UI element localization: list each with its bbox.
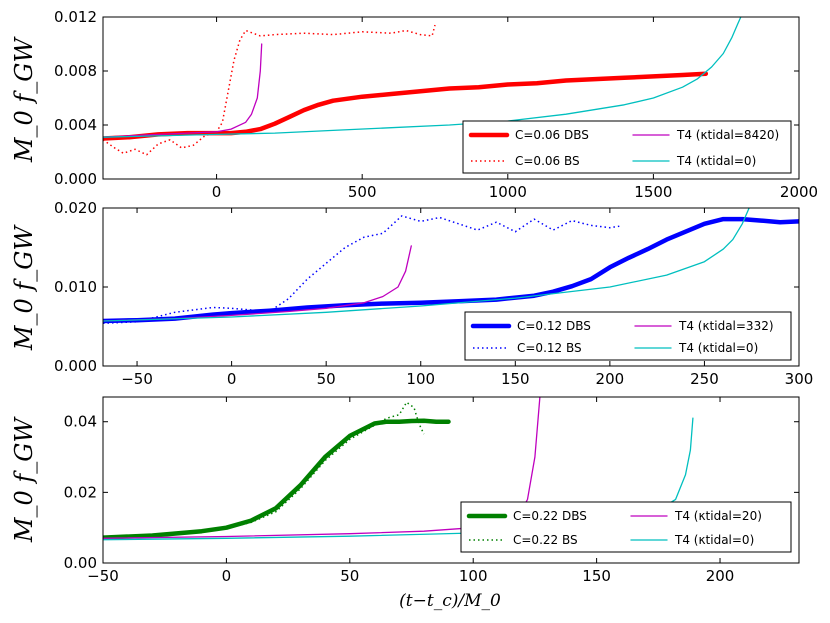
y-tick-label: 0.020 xyxy=(54,199,97,217)
x-tick-label: 500 xyxy=(348,183,377,201)
y-tick-label: 0.010 xyxy=(54,278,97,296)
series-line-t4-tidal-0 xyxy=(103,208,750,322)
y-axis-label-top: M_0 f_GW xyxy=(10,36,38,164)
series-line-c-0-22-dbs xyxy=(103,418,451,540)
legend-label: C=0.06 DBS xyxy=(515,128,589,142)
x-tick-label: 50 xyxy=(317,370,336,388)
y-tick-label: 0.000 xyxy=(54,170,97,188)
series-line-t4-tidal-8420 xyxy=(103,43,263,138)
legend-label: C=0.12 DBS xyxy=(517,319,591,333)
series-line-c-0-12-bs xyxy=(103,215,620,325)
x-tick-label: 250 xyxy=(690,370,719,388)
y-tick-label: 0.04 xyxy=(64,413,97,431)
legend: C=0.22 DBS T4 (κtidal=20) C=0.22 BS T4 (κti… xyxy=(460,501,792,553)
x-tick-label: 200 xyxy=(596,370,625,388)
series-line-c-0-12-dbs xyxy=(103,216,799,324)
panel-top: 0 500 1000 1500 2000 0.000 0.004 0.008 0.012 C=0.… xyxy=(54,8,818,201)
y-tick-label: 0.004 xyxy=(54,116,97,134)
panel-bottom: −50 0 50 100 150 200 0.00 0.02 0.04 C=0.22 DBS T4 … xyxy=(64,396,800,585)
legend-label: C=0.22 BS xyxy=(513,533,578,547)
x-tick-label: 0 xyxy=(222,567,232,585)
x-tick-label: 1500 xyxy=(634,183,672,201)
legend: C=0.06 DBS T4 (κtidal=8420) C=0.06 BS T4 (κ… xyxy=(462,120,792,174)
x-tick-label: 100 xyxy=(459,567,488,585)
y-tick-label: 0.000 xyxy=(54,357,97,375)
series-group xyxy=(103,208,799,325)
legend-label: C=0.22 DBS xyxy=(513,509,587,523)
series-line-t4-tidal-332 xyxy=(103,245,412,322)
x-tick-label: 100 xyxy=(406,370,435,388)
x-tick-label: 150 xyxy=(501,370,530,388)
series-line-c-0-06-bs xyxy=(103,24,436,156)
legend-label: T4 (κtidal=0) xyxy=(674,533,754,547)
x-tick-label: −50 xyxy=(87,567,119,585)
plot-frame xyxy=(102,16,800,180)
legend-label: C=0.06 BS xyxy=(515,154,580,168)
x-tick-label: 1000 xyxy=(489,183,527,201)
y-axis-label-middle: M_0 f_GW xyxy=(10,224,38,352)
series-line-c-0-06-dbs xyxy=(103,71,709,141)
x-tick-label: 50 xyxy=(340,567,359,585)
panel-middle: −50 0 50 100 150 200 250 300 0.000 0.010 0.020 C=0.… xyxy=(54,199,813,388)
legend-label: T4 (κtidal=8420) xyxy=(676,128,779,142)
x-tick-label: 2000 xyxy=(780,183,818,201)
legend-label: T4 (κtidal=0) xyxy=(676,154,756,168)
y-tick-label: 0.012 xyxy=(54,8,97,26)
legend: C=0.12 DBS T4 (κtidal=332) C=0.12 BS T4 (κt… xyxy=(464,311,792,361)
y-tick-label: 0.02 xyxy=(64,483,97,501)
y-tick-label: 0.008 xyxy=(54,62,97,80)
x-tick-label: 0 xyxy=(227,370,237,388)
legend-box xyxy=(462,120,792,174)
x-tick-label: 150 xyxy=(582,567,611,585)
x-tick-label: −50 xyxy=(121,370,153,388)
y-tick-label: 0.00 xyxy=(64,554,97,572)
x-tick-label: 200 xyxy=(706,567,735,585)
legend-label: T4 (κtidal=332) xyxy=(678,319,774,333)
legend-label: C=0.12 BS xyxy=(517,341,582,355)
legend-label: T4 (κtidal=0) xyxy=(678,341,758,355)
legend-box xyxy=(460,501,792,553)
series-group xyxy=(103,17,742,156)
legend-box xyxy=(464,311,792,361)
x-tick-label: 0 xyxy=(212,183,222,201)
series-line-t4-tidal-0 xyxy=(103,17,742,138)
x-tick-label: 300 xyxy=(785,370,814,388)
legend-label: T4 (κtidal=20) xyxy=(674,509,762,523)
panels: 0 500 1000 1500 20000.0000.0040.0080.012C=0.… xyxy=(54,8,818,585)
y-axis-label-bottom: M_0 f_GW xyxy=(10,416,38,544)
x-axis-label: (t−t_c)/M_0 xyxy=(399,591,501,611)
plot-frame xyxy=(102,396,800,564)
